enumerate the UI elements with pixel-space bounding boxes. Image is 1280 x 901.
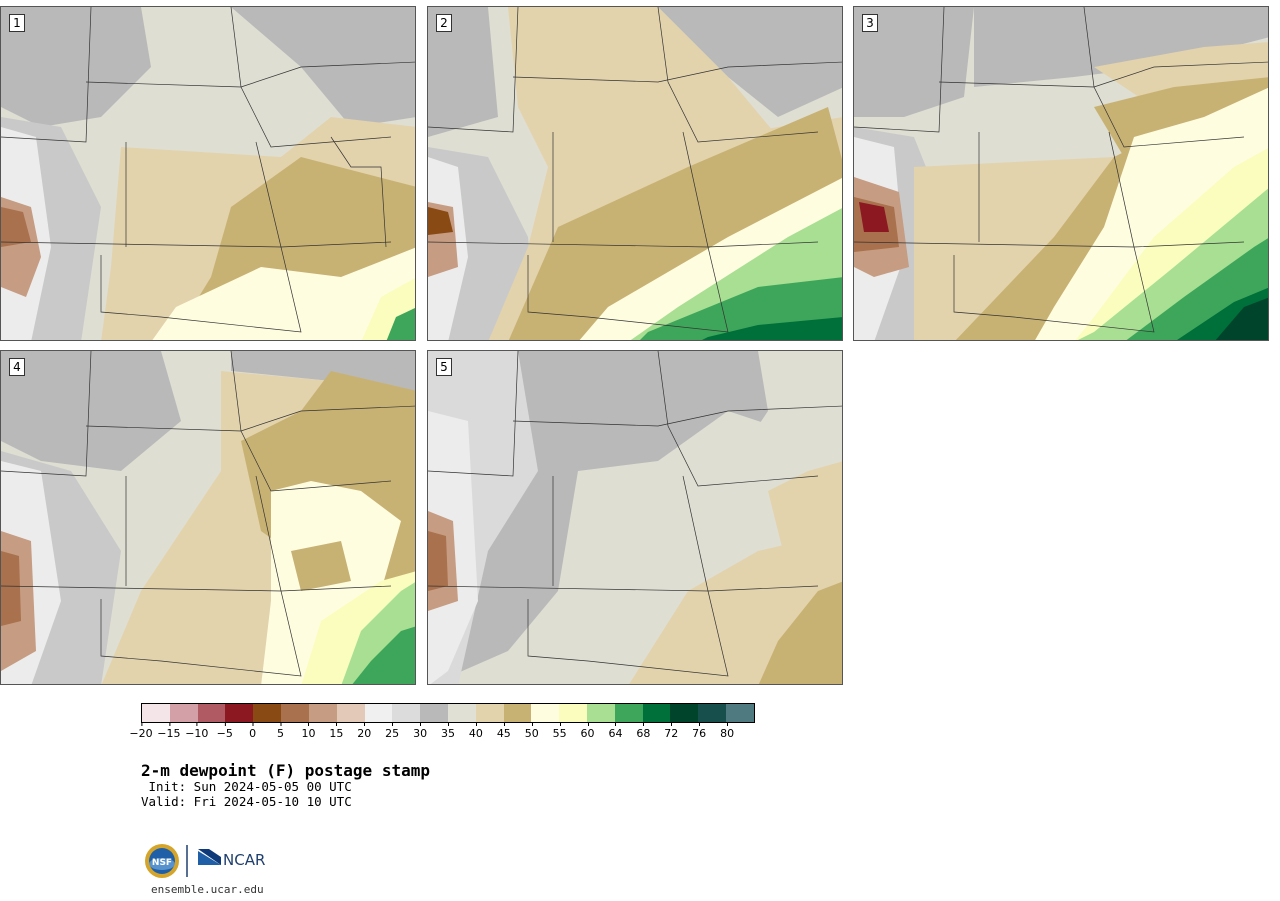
colorbar-segment — [726, 704, 754, 722]
map-panel-4: 4 — [0, 350, 416, 685]
panel-number: 4 — [9, 358, 25, 376]
colorbar-segment — [614, 704, 643, 722]
panel-number: 5 — [436, 358, 452, 376]
colorbar-tick-label: 15 — [329, 722, 344, 740]
panel-number: 3 — [862, 14, 878, 32]
colorbar-segment — [197, 704, 226, 722]
dewpoint-map-2 — [428, 7, 842, 340]
colorbar-segment — [698, 704, 727, 722]
svg-text:NCAR: NCAR — [223, 851, 265, 869]
colorbar-tick-label: 64 — [608, 722, 623, 740]
map-title: 2-m dewpoint (F) postage stamp — [141, 761, 430, 780]
dewpoint-map-1 — [1, 7, 415, 340]
colorbar-tick-label: 55 — [552, 722, 567, 740]
map-panel-2: 2 — [427, 6, 843, 341]
colorbar-segment — [364, 704, 393, 722]
colorbar-tick-label: 50 — [524, 722, 539, 740]
colorbar-tick-label: 10 — [301, 722, 316, 740]
colorbar-segment — [559, 704, 587, 722]
ncar-logo-icon: NCAR — [198, 849, 265, 869]
map-panel-3: 3 — [853, 6, 1269, 341]
svg-text:NSF: NSF — [152, 858, 172, 868]
colorbar-segment — [253, 704, 282, 722]
colorbar-tick-label: 80 — [720, 722, 735, 740]
colorbar-segment — [587, 704, 615, 722]
website-link[interactable]: ensemble.ucar.edu — [151, 883, 264, 896]
colorbar-segment — [475, 704, 504, 722]
colorbar-segment — [670, 704, 699, 722]
colorbar-segment — [281, 704, 309, 722]
valid-time: Valid: Fri 2024-05-10 10 UTC — [141, 794, 352, 809]
colorbar-segment — [392, 704, 421, 722]
colorbar-tick-label: 40 — [468, 722, 483, 740]
colorbar-tick-label: 0 — [249, 722, 257, 740]
colorbar-segment — [308, 704, 337, 722]
colorbar-tick-label: 60 — [580, 722, 595, 740]
panel-number: 1 — [9, 14, 25, 32]
colorbar-segment — [225, 704, 254, 722]
map-panel-1: 1 — [0, 6, 416, 341]
colorbar-tick-label: 76 — [692, 722, 707, 740]
colorbar-segment — [531, 704, 560, 722]
dewpoint-map-3 — [854, 7, 1268, 340]
colorbar-tick-label: 72 — [664, 722, 679, 740]
colorbar-tick-label: 25 — [385, 722, 400, 740]
dewpoint-map-4 — [1, 351, 415, 684]
colorbar-tick-label: 35 — [441, 722, 455, 740]
nsf-logo-icon: NSF — [145, 844, 179, 878]
nsf-ncar-logo: NSF NCAR — [145, 844, 265, 878]
dewpoint-map-5 — [428, 351, 842, 684]
colorbar-segment — [336, 704, 365, 722]
colorbar-tick-label: 68 — [636, 722, 651, 740]
panel-number: 2 — [436, 14, 452, 32]
logos: NSF NCAR — [145, 843, 275, 879]
colorbar-segment — [447, 704, 476, 722]
colorbar-segment — [420, 704, 448, 722]
colorbar-segment — [142, 704, 170, 722]
init-time: Init: Sun 2024-05-05 00 UTC — [141, 779, 352, 794]
colorbar-tick-label: 45 — [496, 722, 511, 740]
colorbar-segment — [169, 704, 198, 722]
colorbar-tick-label: −20 — [129, 722, 153, 740]
colorbar-tick-label: −15 — [157, 722, 181, 740]
map-panel-5: 5 — [427, 350, 843, 685]
colorbar-segment — [503, 704, 532, 722]
colorbar-tick-label: 20 — [357, 722, 372, 740]
colorbar-ticks: −20 −15 −10 −5 0 5 10 15 20 25 30 35 40 45 50 55 60 64 68 7… — [129, 722, 755, 741]
colorbar-tick-label: 5 — [277, 722, 285, 740]
colorbar-tick-label: −5 — [216, 722, 233, 740]
colorbar-tick-label: −10 — [185, 722, 209, 740]
colorbar — [141, 703, 755, 723]
colorbar-segment — [642, 704, 671, 722]
colorbar-tick-label: 30 — [413, 722, 428, 740]
